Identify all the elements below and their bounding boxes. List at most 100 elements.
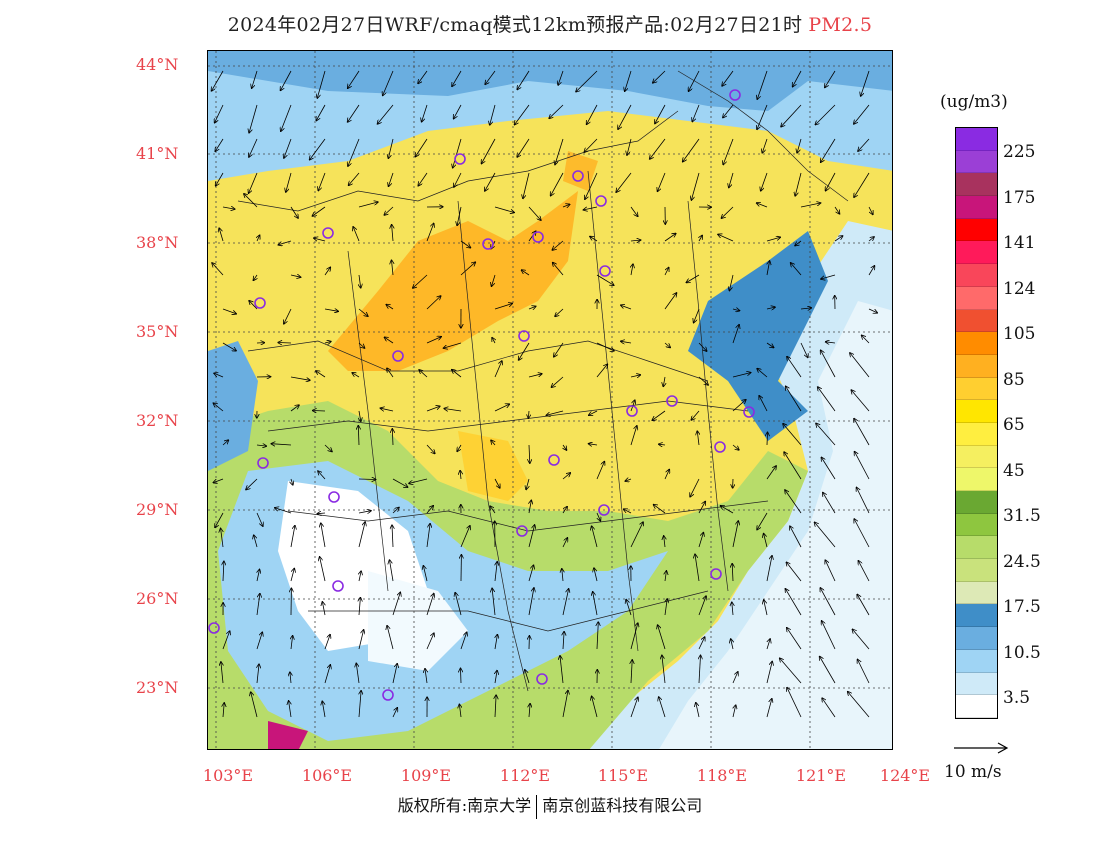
wind-arrow: [215, 138, 224, 151]
wind-arrow: [653, 70, 666, 83]
wind-arrow: [529, 704, 530, 718]
lon-label-106: 106°E: [301, 766, 353, 785]
wind-arrow: [528, 306, 536, 309]
wind-arrow: [426, 594, 434, 616]
wind-arrow: [820, 588, 836, 616]
wind-arrow: [495, 562, 497, 582]
legend-tick: 3.5: [1003, 688, 1031, 708]
lon-label-124: 124°E: [879, 766, 931, 785]
wind-arrow: [491, 440, 495, 446]
wind-arrow: [785, 490, 802, 514]
wind-arrow: [584, 206, 598, 210]
wind-arrow: [290, 672, 291, 684]
wind-arrow: [289, 701, 291, 718]
wind-arrow: [492, 338, 495, 344]
wind-arrow: [256, 594, 260, 616]
wind-arrow: [359, 274, 361, 288]
wind-arrow: [851, 390, 870, 412]
wind-arrow: [213, 478, 224, 483]
wind-arrow: [284, 138, 292, 158]
wind-arrow: [324, 309, 338, 311]
lat-label-23: 23°N: [136, 678, 179, 697]
wind-arrow: [698, 342, 707, 351]
circle-marker-icon: [532, 231, 544, 243]
wind-arrow: [766, 556, 772, 582]
fenwei-hotspot: [328, 191, 578, 371]
wind-arrow: [358, 342, 365, 348]
wind-arrow: [492, 588, 496, 616]
wind-arrow: [868, 266, 875, 276]
wind-arrow: [358, 308, 368, 316]
legend-swatch: [956, 377, 997, 401]
wind-arrow: [314, 238, 326, 241]
wind-arrow: [558, 70, 564, 85]
wind-arrow: [630, 522, 643, 548]
wind-arrow: [387, 626, 394, 650]
wind-arrow: [523, 172, 530, 198]
wind-arrow: [249, 104, 258, 133]
wind-arrow: [621, 305, 632, 310]
footer-copyright: 版权所有:南京大学: [397, 796, 532, 815]
lon-label-115: 115°E: [597, 766, 649, 785]
wind-arrow: [630, 623, 638, 650]
wind-arrow: [522, 270, 530, 276]
wind-arrow: [495, 671, 497, 684]
lat-label-32: 32°N: [136, 411, 179, 430]
wind-arrow: [460, 240, 470, 248]
wind-arrow: [426, 633, 434, 650]
wind-arrow: [692, 104, 700, 122]
wind-arrow: [834, 236, 843, 242]
wind-arrow: [281, 104, 292, 131]
wind-arrow: [757, 104, 768, 129]
wind-arrow: [215, 104, 224, 123]
wind-arrow: [858, 138, 870, 151]
wind-arrow: [392, 225, 393, 242]
wind-arrow: [244, 194, 258, 208]
wind-arrow: [317, 70, 326, 98]
wind-arrow: [515, 104, 530, 125]
pm25-map[interactable]: [207, 50, 893, 750]
wind-arrow: [485, 172, 496, 191]
wind-arrow: [654, 505, 666, 514]
wind-arrow: [821, 274, 836, 279]
wind-arrow: [858, 561, 870, 582]
wind-arrow: [562, 204, 570, 207]
wind-arrow: [553, 263, 564, 276]
wind-arrow: [554, 342, 564, 357]
wind-arrow: [494, 361, 502, 378]
wind-arrow: [426, 506, 433, 514]
wind-arrow: [492, 274, 496, 286]
wind-arrow: [358, 522, 365, 548]
wind-arrow: [562, 589, 569, 616]
wind-arrow: [664, 470, 669, 480]
wind-arrow: [690, 478, 700, 497]
wind-arrow: [721, 206, 734, 218]
wind-arrow: [460, 632, 467, 650]
wind-arrow: [425, 669, 427, 684]
wind-arrow: [576, 70, 598, 92]
wind-arrow: [854, 104, 870, 124]
wind-arrow: [528, 565, 534, 582]
wind-arrow: [249, 301, 258, 310]
wind-arrow: [587, 104, 598, 124]
wind-arrow: [699, 236, 702, 242]
wind-arrow: [821, 138, 836, 162]
stations: [208, 89, 755, 701]
wind-arrow: [757, 70, 768, 99]
wind-arrow: [795, 240, 802, 246]
wind-arrow: [560, 656, 564, 684]
legend-swatch: [956, 264, 997, 287]
circle-marker-icon: [599, 265, 611, 277]
wind-arrow: [731, 639, 733, 650]
wind-arrow: [616, 172, 632, 192]
wind-arrow: [348, 104, 360, 122]
wind-arrow: [757, 512, 768, 530]
wind-arrow: [290, 405, 299, 412]
wind-arrow: [785, 589, 802, 616]
wind-arrow: [780, 658, 802, 684]
wind-arrow: [823, 493, 836, 514]
wind-arrow: [658, 172, 666, 191]
wind-arrow: [426, 444, 435, 454]
wind-arrow: [562, 569, 563, 582]
wind-arrow: [597, 512, 600, 521]
